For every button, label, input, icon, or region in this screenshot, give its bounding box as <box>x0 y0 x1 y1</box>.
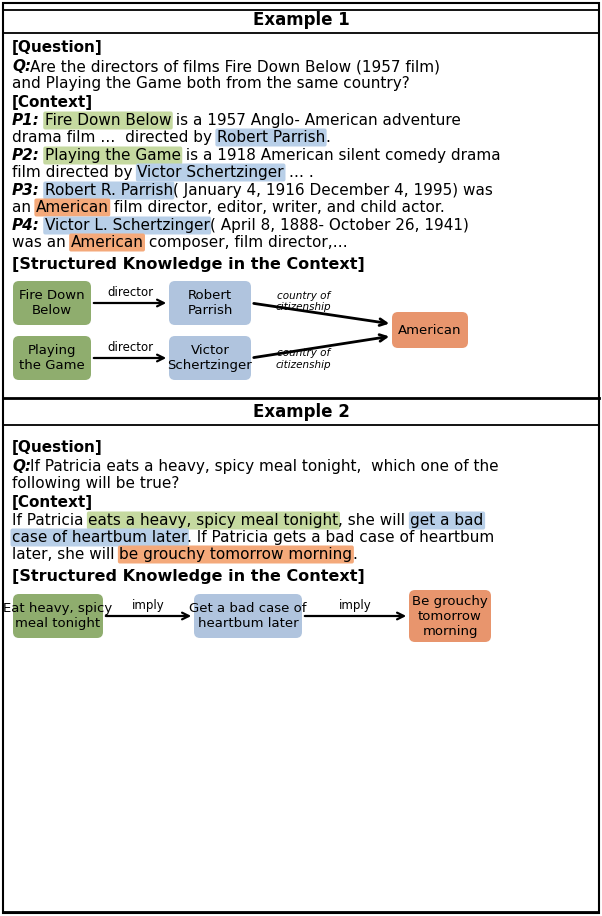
Text: Example 1: Example 1 <box>253 11 349 29</box>
FancyBboxPatch shape <box>13 281 91 325</box>
Text: , she will: , she will <box>338 513 411 528</box>
Text: Robert Parrish: Robert Parrish <box>217 130 325 145</box>
FancyBboxPatch shape <box>392 312 468 348</box>
Text: American: American <box>399 323 462 336</box>
FancyBboxPatch shape <box>194 594 302 638</box>
FancyBboxPatch shape <box>118 546 354 563</box>
Text: Robert
Parrish: Robert Parrish <box>187 289 233 317</box>
Text: is a 1918 American silent comedy drama: is a 1918 American silent comedy drama <box>181 148 500 163</box>
Text: imply: imply <box>132 599 165 612</box>
FancyBboxPatch shape <box>136 163 285 181</box>
Text: American: American <box>70 235 143 250</box>
Text: [Structured Knowledge in the Context]: [Structured Knowledge in the Context] <box>12 257 365 272</box>
Text: [Question]: [Question] <box>12 440 103 455</box>
Text: get a bad: get a bad <box>411 513 483 528</box>
Text: and Playing the Game both from the same country?: and Playing the Game both from the same … <box>12 76 410 91</box>
Text: .: . <box>352 547 357 562</box>
Text: composer, film director,…: composer, film director,… <box>143 235 347 250</box>
Text: following will be true?: following will be true? <box>12 476 179 491</box>
Text: If Patricia: If Patricia <box>12 513 88 528</box>
Text: country of
citizenship: country of citizenship <box>276 348 331 370</box>
Text: Fire Down Below: Fire Down Below <box>45 113 171 128</box>
Text: was an: was an <box>12 235 70 250</box>
Text: [Question]: [Question] <box>12 40 103 55</box>
Text: P2:: P2: <box>12 148 40 163</box>
Text: Playing the Game: Playing the Game <box>45 148 181 163</box>
Text: an: an <box>12 200 36 215</box>
Text: . If Patricia gets a bad case of heartbum: . If Patricia gets a bad case of heartbu… <box>187 530 495 545</box>
Text: [Context]: [Context] <box>12 95 93 110</box>
FancyBboxPatch shape <box>3 3 599 913</box>
Text: film director, editor, writer, and child actor.: film director, editor, writer, and child… <box>109 200 444 215</box>
Text: eats a heavy, spicy meal tonight: eats a heavy, spicy meal tonight <box>88 513 338 528</box>
Text: Victor
Schertzinger: Victor Schertzinger <box>167 344 252 372</box>
Text: Fire Down
Below: Fire Down Below <box>19 289 85 317</box>
Text: director: director <box>107 341 153 354</box>
FancyBboxPatch shape <box>34 199 110 216</box>
Text: Be grouchy
tomorrow
morning: Be grouchy tomorrow morning <box>412 594 488 638</box>
Text: be grouchy tomorrow morning: be grouchy tomorrow morning <box>119 547 352 562</box>
FancyBboxPatch shape <box>43 216 211 234</box>
Text: [Structured Knowledge in the Context]: [Structured Knowledge in the Context] <box>12 569 365 584</box>
Text: If Patricia eats a heavy, spicy meal tonight,  which one of the: If Patricia eats a heavy, spicy meal ton… <box>30 459 498 474</box>
Text: Get a bad case of
heartbum later: Get a bad case of heartbum later <box>189 602 307 630</box>
FancyBboxPatch shape <box>87 511 340 529</box>
FancyBboxPatch shape <box>409 590 491 642</box>
Text: Are the directors of films Fire Down Below (1957 film): Are the directors of films Fire Down Bel… <box>30 59 440 74</box>
FancyBboxPatch shape <box>10 529 189 547</box>
Text: Q:: Q: <box>12 459 31 474</box>
Text: imply: imply <box>339 599 372 612</box>
Text: ( January 4, 1916 December 4, 1995) was: ( January 4, 1916 December 4, 1995) was <box>173 183 493 198</box>
Text: Playing
the Game: Playing the Game <box>19 344 85 372</box>
Text: Eat heavy, spicy
meal tonight: Eat heavy, spicy meal tonight <box>4 602 113 630</box>
Text: Example 2: Example 2 <box>253 403 349 421</box>
FancyBboxPatch shape <box>43 112 173 129</box>
Text: director: director <box>107 286 153 299</box>
Text: P4:: P4: <box>12 218 40 233</box>
FancyBboxPatch shape <box>13 336 91 380</box>
Text: country of
citizenship: country of citizenship <box>276 290 331 312</box>
Text: Victor Schertzinger: Victor Schertzinger <box>137 165 284 180</box>
Text: film directed by: film directed by <box>12 165 137 180</box>
FancyBboxPatch shape <box>69 234 145 252</box>
FancyBboxPatch shape <box>43 147 182 165</box>
FancyBboxPatch shape <box>13 594 103 638</box>
Text: case of heartbum later: case of heartbum later <box>12 530 187 545</box>
Text: later, she will: later, she will <box>12 547 119 562</box>
Text: Robert R. Parrish: Robert R. Parrish <box>45 183 173 198</box>
Text: P1:: P1: <box>12 113 40 128</box>
FancyBboxPatch shape <box>169 281 251 325</box>
Text: … .: … . <box>284 165 314 180</box>
FancyBboxPatch shape <box>216 128 327 147</box>
Text: American: American <box>36 200 109 215</box>
Text: .: . <box>325 130 330 145</box>
FancyBboxPatch shape <box>43 181 175 200</box>
Text: P3:: P3: <box>12 183 40 198</box>
Text: is a 1957 Anglo- American adventure: is a 1957 Anglo- American adventure <box>171 113 461 128</box>
Text: drama film …  directed by: drama film … directed by <box>12 130 217 145</box>
Text: Q:: Q: <box>12 59 31 74</box>
Text: ( April 8, 1888- October 26, 1941): ( April 8, 1888- October 26, 1941) <box>209 218 468 233</box>
Text: Victor L. Schertzinger: Victor L. Schertzinger <box>45 218 209 233</box>
Text: [Context]: [Context] <box>12 495 93 510</box>
FancyBboxPatch shape <box>169 336 251 380</box>
FancyBboxPatch shape <box>409 511 485 529</box>
